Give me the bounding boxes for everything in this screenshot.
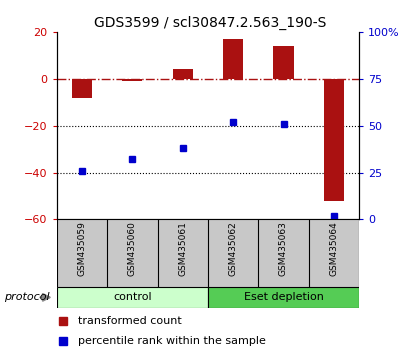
Text: GSM435060: GSM435060 (128, 222, 137, 276)
Text: GSM435059: GSM435059 (77, 222, 87, 276)
Text: transformed count: transformed count (78, 316, 181, 326)
Bar (273, 46, 294, 79)
Bar (122, 79, 142, 81)
Text: protocol: protocol (4, 292, 50, 302)
Bar (208, 287, 359, 308)
Bar (324, 79, 344, 201)
Text: percentile rank within the sample: percentile rank within the sample (78, 336, 266, 346)
Text: control: control (113, 292, 152, 302)
Bar (173, 69, 193, 79)
Text: GSM435062: GSM435062 (228, 222, 238, 276)
Text: GDS3599 / scl30847.2.563_190-S: GDS3599 / scl30847.2.563_190-S (94, 16, 326, 30)
Text: Eset depletion: Eset depletion (244, 292, 323, 302)
Bar (72, 79, 92, 97)
Text: GSM435063: GSM435063 (279, 222, 288, 276)
Text: GSM435061: GSM435061 (178, 222, 187, 276)
Bar (223, 39, 243, 79)
Bar (57, 287, 208, 308)
Text: GSM435064: GSM435064 (329, 222, 339, 276)
